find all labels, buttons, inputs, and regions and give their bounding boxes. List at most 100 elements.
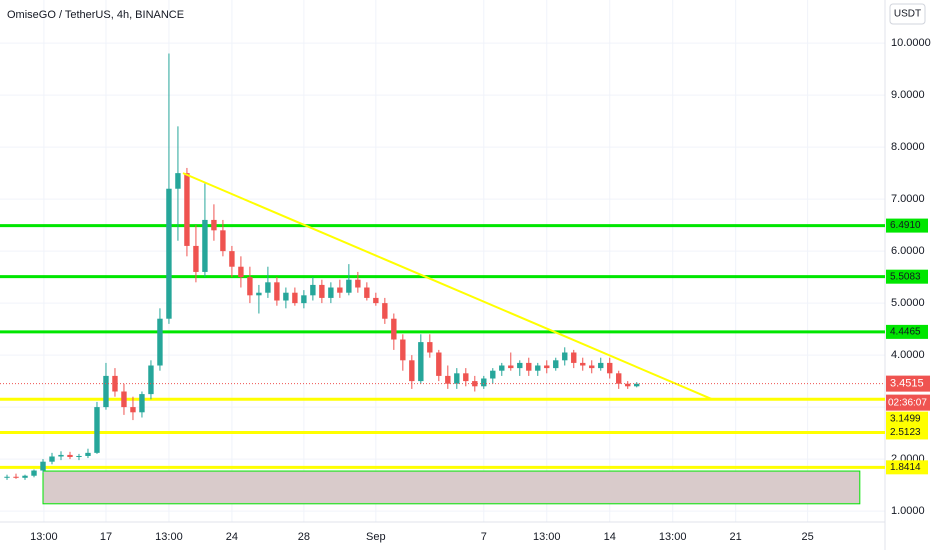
- candle-body: [625, 383, 631, 387]
- candle-body: [220, 230, 226, 252]
- candle-body: [328, 287, 334, 298]
- x-tick-label: 14: [604, 531, 616, 543]
- y-tick-label: 7.0000: [891, 193, 925, 205]
- x-tick-label: 13:00: [533, 531, 561, 543]
- candle-body: [382, 303, 388, 319]
- x-tick-label: 13:00: [659, 531, 687, 543]
- candle-body: [616, 373, 622, 384]
- candle-body: [634, 383, 640, 387]
- currency-button: [889, 3, 926, 25]
- candle-body: [400, 339, 406, 361]
- candle-body: [202, 219, 208, 272]
- candle-body: [355, 279, 361, 288]
- candle-body: [346, 279, 352, 293]
- candle-body: [229, 251, 235, 267]
- candle-body: [310, 284, 316, 296]
- candle-body: [391, 318, 397, 340]
- y-tick-label: 6.0000: [891, 245, 925, 257]
- candle-body: [139, 394, 145, 413]
- candle-body: [58, 454, 64, 457]
- y-tick-label: 8.0000: [891, 141, 925, 153]
- x-tick-label: 25: [802, 531, 814, 543]
- candle-body: [22, 475, 28, 478]
- candle-body: [4, 476, 10, 478]
- x-tick-label: 17: [100, 531, 112, 543]
- last-price-label: 3.4515: [890, 378, 924, 390]
- y-tick-label: 5.0000: [891, 297, 925, 309]
- candle-body: [418, 342, 424, 382]
- y-tick-label: 1.0000: [891, 505, 925, 517]
- candle-body: [67, 454, 73, 458]
- candle-body: [454, 373, 460, 384]
- y-tick-label: 4.0000: [891, 349, 925, 361]
- candle-body: [499, 365, 505, 371]
- candle-body: [580, 362, 586, 366]
- candle-body: [535, 365, 541, 371]
- candle-body: [562, 352, 568, 361]
- candle-body: [337, 287, 343, 293]
- x-tick-label: Sep: [366, 531, 386, 543]
- candle-body: [130, 407, 136, 413]
- candle-body: [175, 173, 181, 189]
- candle-body: [364, 287, 370, 298]
- currency-label: USDT: [894, 9, 921, 20]
- candle-body: [121, 391, 127, 408]
- candle-body: [463, 373, 469, 382]
- candle-body: [607, 362, 613, 374]
- candle-body: [94, 407, 100, 453]
- level-label: 4.4465: [890, 327, 921, 338]
- candle-body: [157, 318, 163, 366]
- candle-body: [508, 365, 514, 369]
- candle-body: [211, 219, 217, 231]
- chart-title: OmiseGO / TetherUS, 4h, BINANCE: [7, 9, 184, 21]
- candle-body: [319, 284, 325, 298]
- level-label: 6.4910: [890, 220, 921, 231]
- candle-body: [571, 352, 577, 363]
- level-badge: [886, 411, 928, 426]
- level-label: 1.8414: [890, 462, 921, 473]
- x-tick-label: 13:00: [30, 531, 58, 543]
- candle-body: [553, 360, 559, 369]
- level-label: 3.1499: [890, 413, 921, 424]
- level-badge: [886, 269, 928, 284]
- last-price-badge: [886, 375, 930, 392]
- candle-body: [427, 342, 433, 353]
- candle-body: [13, 476, 19, 478]
- candle-body: [193, 245, 199, 272]
- candle-body: [517, 362, 523, 369]
- candle-body: [274, 282, 280, 301]
- candle-body: [373, 297, 379, 304]
- candle-body: [166, 188, 172, 319]
- candle-body: [40, 461, 46, 471]
- candle-body: [481, 378, 487, 387]
- x-tick-label: 24: [226, 531, 238, 543]
- level-badge: [886, 218, 928, 233]
- countdown-badge: [886, 394, 930, 411]
- y-tick-label: 10.0000: [891, 37, 931, 49]
- x-tick-label: 7: [481, 531, 487, 543]
- level-label: 2.5123: [890, 427, 921, 438]
- candle-body: [265, 282, 271, 293]
- x-tick-label: 21: [730, 531, 742, 543]
- level-label: 5.5083: [890, 271, 921, 282]
- candle-body: [544, 365, 550, 369]
- level-badge: [886, 425, 928, 440]
- candle-body: [589, 365, 595, 369]
- zone-box: [42, 470, 861, 505]
- candle-body: [283, 292, 289, 301]
- countdown-label: 02:36:07: [888, 397, 927, 408]
- candle-body: [31, 470, 37, 476]
- x-tick-label: 13:00: [155, 531, 183, 543]
- candle-body: [148, 365, 154, 395]
- candle-body: [490, 370, 496, 379]
- y-tick-label: 9.0000: [891, 89, 925, 101]
- candle-body: [445, 375, 451, 384]
- candle-body: [49, 456, 55, 462]
- candle-body: [256, 292, 262, 296]
- candle-body: [238, 266, 244, 278]
- candle-body: [85, 452, 91, 456]
- candle-body: [247, 277, 253, 296]
- candle-body: [76, 455, 82, 458]
